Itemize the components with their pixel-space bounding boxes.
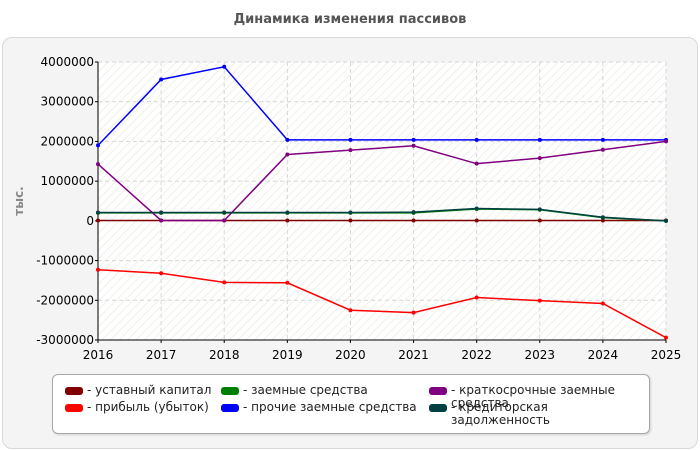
data-point bbox=[411, 143, 416, 148]
data-point bbox=[96, 162, 100, 167]
data-point bbox=[664, 335, 668, 340]
data-point bbox=[96, 218, 100, 223]
legend-item: - прибыль (убыток) bbox=[65, 401, 267, 414]
data-point bbox=[348, 210, 353, 215]
x-tick-label: 2019 bbox=[272, 348, 303, 362]
legend-label: - прибыль (убыток) bbox=[87, 400, 209, 414]
data-point bbox=[96, 267, 100, 272]
data-point bbox=[411, 310, 416, 315]
data-point bbox=[348, 137, 353, 142]
x-tick-label: 2018 bbox=[209, 348, 240, 362]
y-tick-label: -3000000 bbox=[36, 333, 94, 347]
legend-item: - кредиторская задолженность bbox=[429, 401, 631, 427]
y-tick-label: -2000000 bbox=[36, 293, 94, 307]
legend-label: - заемные средства bbox=[243, 383, 368, 397]
data-point bbox=[96, 143, 100, 148]
x-tick-label: 2021 bbox=[398, 348, 429, 362]
data-point bbox=[474, 137, 479, 142]
x-tick-label: 2024 bbox=[588, 348, 619, 362]
series-2 bbox=[96, 267, 668, 340]
legend-swatch bbox=[429, 387, 447, 395]
x-tick-label: 2020 bbox=[335, 348, 366, 362]
legend-swatch bbox=[65, 404, 83, 412]
y-tick-label: 0 bbox=[86, 214, 94, 228]
data-point bbox=[348, 218, 353, 223]
legend-label: - уставный капитал bbox=[87, 383, 212, 397]
data-point bbox=[285, 137, 290, 142]
legend-swatch bbox=[221, 387, 239, 395]
data-point bbox=[474, 218, 479, 223]
data-point bbox=[285, 152, 290, 157]
data-point bbox=[348, 148, 353, 153]
y-tick-label: 2000000 bbox=[41, 134, 94, 148]
data-point bbox=[411, 210, 416, 215]
y-tick-labels: 4000000 3000000 2000000 1000000 0 -1000000 -20… bbox=[36, 55, 98, 347]
data-point bbox=[285, 280, 290, 285]
x-tick-label: 2017 bbox=[146, 348, 177, 362]
data-point bbox=[600, 218, 605, 223]
data-point bbox=[348, 308, 353, 313]
data-point bbox=[474, 161, 479, 166]
data-point bbox=[600, 215, 605, 220]
data-point bbox=[474, 206, 479, 211]
legend-label: - кредиторская задолженность bbox=[451, 400, 550, 427]
data-point bbox=[474, 295, 479, 300]
series-6 bbox=[96, 206, 668, 223]
legend-item: - краткосрочные заемные средства bbox=[429, 384, 631, 410]
legend-label: - краткосрочные заемные средства bbox=[451, 383, 615, 410]
data-point bbox=[537, 298, 542, 303]
data-point bbox=[159, 271, 164, 276]
data-point bbox=[411, 137, 416, 142]
x-tick-label: 2023 bbox=[525, 348, 556, 362]
data-point bbox=[537, 218, 542, 223]
y-tick-label: -1000000 bbox=[36, 254, 94, 268]
series-line bbox=[97, 65, 666, 146]
legend-swatch bbox=[65, 387, 83, 395]
series-lines bbox=[96, 64, 668, 340]
data-point bbox=[159, 210, 164, 215]
axes bbox=[97, 62, 666, 341]
x-tick-label: 2016 bbox=[83, 348, 114, 362]
data-point bbox=[159, 77, 164, 82]
legend-item: - уставный капитал bbox=[65, 384, 267, 397]
series-line bbox=[97, 140, 667, 222]
y-tick-label: 1000000 bbox=[41, 174, 94, 188]
series-line bbox=[97, 268, 667, 339]
y-tick-label: 4000000 bbox=[41, 55, 94, 69]
data-point bbox=[600, 301, 605, 306]
plot-area bbox=[98, 62, 666, 340]
data-point bbox=[537, 207, 542, 212]
series-line bbox=[98, 207, 667, 222]
legend-item: - прочие заемные средства bbox=[221, 401, 423, 414]
legend-swatch bbox=[429, 404, 447, 412]
series-4 bbox=[96, 64, 668, 148]
chart-title: Динамика изменения пассивов bbox=[233, 12, 467, 27]
data-point bbox=[600, 147, 605, 152]
data-point bbox=[537, 156, 542, 161]
data-point bbox=[285, 218, 290, 223]
legend-item: - заемные средства bbox=[221, 384, 423, 397]
data-point bbox=[285, 210, 290, 215]
x-tick-labels: 2016 2017 2018 2019 2020 2021 2022 2023 2024 2025 bbox=[83, 340, 682, 362]
x-tick-label: 2025 bbox=[651, 348, 682, 362]
data-point bbox=[222, 64, 227, 69]
data-point bbox=[222, 218, 227, 223]
data-point bbox=[411, 218, 416, 223]
data-point bbox=[96, 210, 100, 215]
data-point bbox=[222, 210, 227, 215]
data-point bbox=[222, 280, 227, 285]
data-point bbox=[159, 218, 164, 223]
legend: - уставный капитал - прибыль (убыток) - за… bbox=[52, 374, 650, 434]
legend-label: - прочие заемные средства bbox=[243, 400, 417, 414]
x-tick-label: 2022 bbox=[461, 348, 492, 362]
data-point bbox=[664, 218, 668, 223]
data-point bbox=[664, 139, 668, 144]
y-axis-label: тыс. bbox=[12, 186, 26, 215]
series-5 bbox=[96, 139, 668, 223]
data-point bbox=[600, 137, 605, 142]
legend-swatch bbox=[221, 404, 239, 412]
y-tick-label: 3000000 bbox=[41, 95, 94, 109]
data-point bbox=[537, 137, 542, 142]
